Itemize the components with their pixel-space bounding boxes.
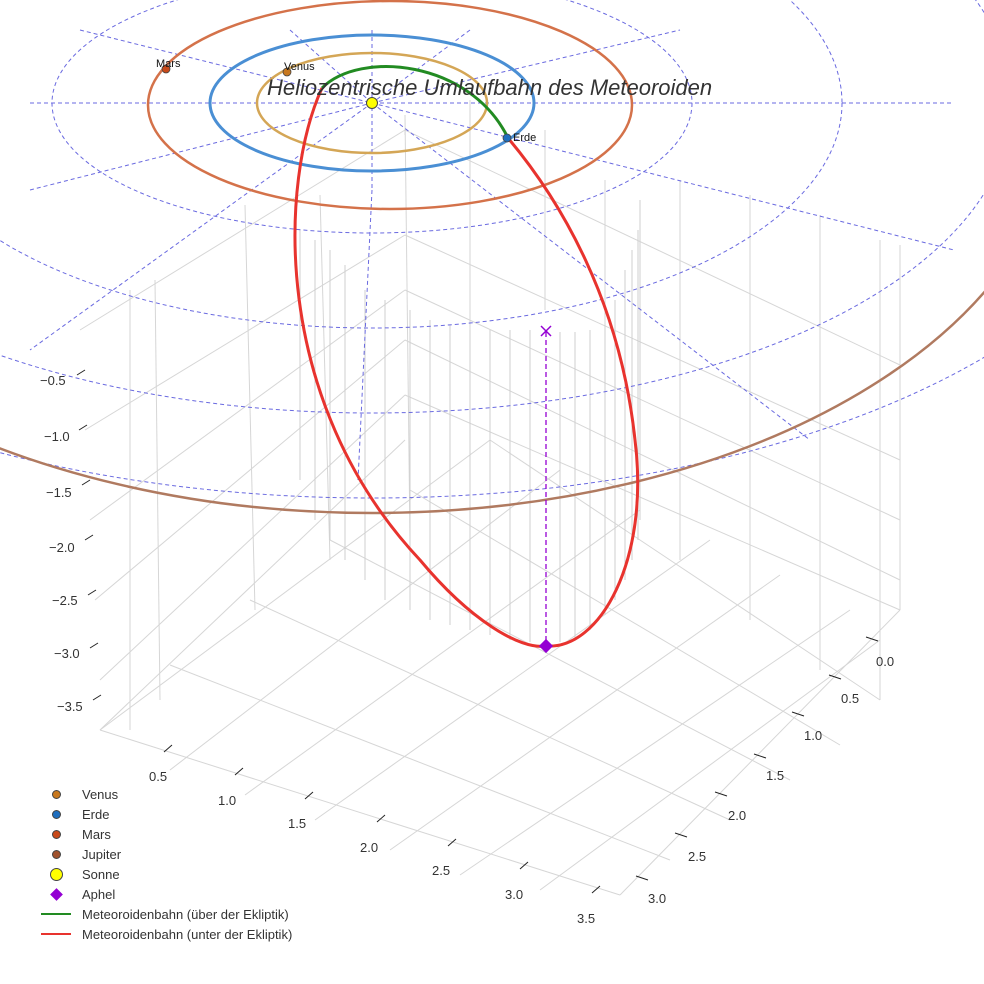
venus-orbit bbox=[255, 51, 489, 155]
z-tick: −1.0 bbox=[44, 429, 70, 444]
y-tick: 2.5 bbox=[688, 849, 706, 864]
y-tick: 0.0 bbox=[876, 654, 894, 669]
x-tick: 3.0 bbox=[505, 887, 523, 902]
earth-dot-icon bbox=[51, 809, 61, 819]
aphel-projection-marker bbox=[540, 325, 552, 337]
legend-label: Jupiter bbox=[82, 846, 122, 862]
mars-marker[interactable] bbox=[161, 64, 171, 74]
diamond-icon bbox=[49, 887, 63, 901]
z-tick: −2.5 bbox=[52, 593, 78, 608]
mars-orbit bbox=[146, 0, 634, 211]
legend-item-aphel[interactable]: Aphel bbox=[38, 884, 292, 904]
legend-item-orbit-above[interactable]: Meteoroidenbahn (über der Ekliptik) bbox=[38, 904, 292, 924]
legend-label: Mars bbox=[82, 826, 111, 842]
earth-orbit bbox=[208, 33, 536, 173]
legend-item-mars[interactable]: Mars bbox=[38, 824, 292, 844]
x-tick: 0.5 bbox=[149, 769, 167, 784]
earth-marker[interactable] bbox=[502, 133, 512, 143]
legend-item-jupiter[interactable]: Jupiter bbox=[38, 844, 292, 864]
aphel-marker[interactable] bbox=[538, 638, 554, 654]
projection-stems bbox=[299, 200, 641, 642]
x-tick: 2.5 bbox=[432, 863, 450, 878]
legend-label: Meteoroidenbahn (über der Ekliptik) bbox=[82, 906, 289, 922]
sun-dot-icon bbox=[49, 867, 63, 881]
z-axis bbox=[76, 369, 102, 701]
y-tick: 0.5 bbox=[841, 691, 859, 706]
legend-label: Venus bbox=[82, 786, 119, 802]
legend-item-orbit-below[interactable]: Meteoroidenbahn (unter der Ekliptik) bbox=[38, 924, 292, 944]
x-axis bbox=[163, 744, 601, 894]
y-tick: 1.5 bbox=[766, 768, 784, 783]
x-tick: 1.0 bbox=[218, 793, 236, 808]
legend-item-venus[interactable]: Venus bbox=[38, 784, 292, 804]
legend-label: Erde bbox=[82, 806, 110, 822]
meteoroid-orbit-below bbox=[293, 87, 640, 648]
green-line-icon bbox=[41, 913, 71, 915]
mars-dot-icon bbox=[51, 829, 61, 839]
earth-label: Erde bbox=[513, 132, 536, 144]
z-tick: −3.5 bbox=[57, 699, 83, 714]
x-tick: 1.5 bbox=[288, 816, 306, 831]
venus-dot-icon bbox=[51, 789, 61, 799]
x-tick: 2.0 bbox=[360, 840, 378, 855]
z-tick: −1.5 bbox=[46, 485, 72, 500]
legend-item-sonne[interactable]: Sonne bbox=[38, 864, 292, 884]
legend-item-erde[interactable]: Erde bbox=[38, 804, 292, 824]
x-tick: 3.5 bbox=[577, 911, 595, 926]
y-tick: 3.0 bbox=[648, 891, 666, 906]
jupiter-orbit bbox=[0, 290, 984, 515]
sun-marker[interactable] bbox=[366, 97, 378, 109]
z-tick: −3.0 bbox=[54, 646, 80, 661]
axis-grid bbox=[79, 100, 901, 896]
legend-label: Meteoroidenbahn (unter der Ekliptik) bbox=[82, 926, 293, 942]
legend-label: Aphel bbox=[82, 886, 116, 902]
red-line-icon bbox=[41, 933, 71, 935]
meteoroid-orbit-above bbox=[320, 65, 510, 139]
z-tick: −0.5 bbox=[40, 373, 66, 388]
mars-label: Mars bbox=[156, 58, 181, 70]
chart-title: Heliozentrische Umlaufbahn des Meteoroid… bbox=[267, 75, 712, 100]
y-axis bbox=[635, 636, 879, 881]
y-tick: 1.0 bbox=[804, 728, 822, 743]
z-tick: −2.0 bbox=[49, 540, 75, 555]
legend: Venus Erde Mars Jupiter Sonne Aphel Mete… bbox=[38, 784, 292, 944]
venus-label: Venus bbox=[284, 61, 315, 73]
y-tick: 2.0 bbox=[728, 808, 746, 823]
jupiter-dot-icon bbox=[51, 849, 61, 859]
venus-marker[interactable] bbox=[282, 67, 292, 77]
legend-label: Sonne bbox=[82, 866, 120, 882]
